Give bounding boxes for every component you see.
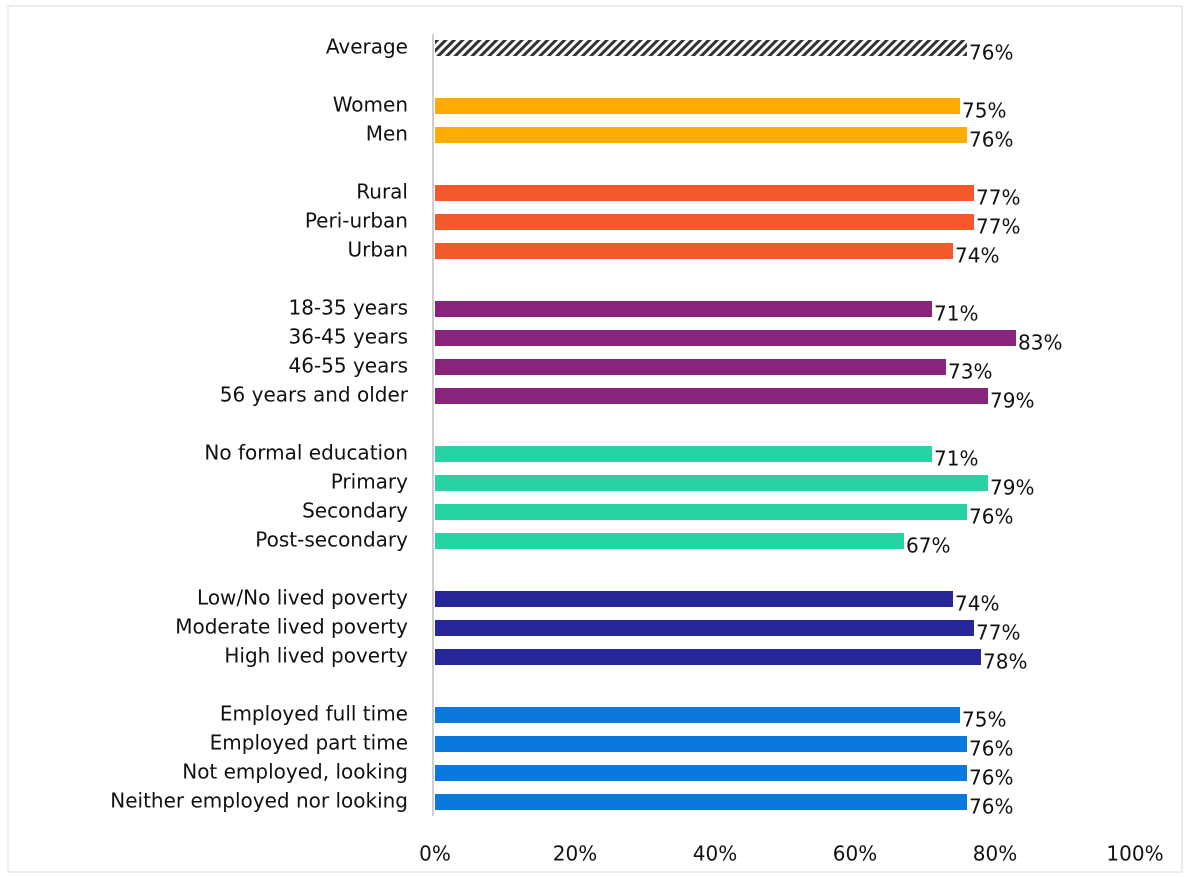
category-label: Urban [348, 238, 409, 262]
bar [435, 214, 974, 230]
value-label: 76% [969, 737, 1013, 761]
value-label: 79% [990, 389, 1034, 413]
category-label: 56 years and older [220, 383, 409, 407]
bar [435, 388, 988, 404]
category-label: Average [326, 35, 408, 59]
category-label: Employed full time [220, 702, 408, 726]
x-tick-label: 40% [693, 842, 737, 866]
bar [435, 707, 960, 723]
bar [435, 185, 974, 201]
category-label: Primary [331, 470, 408, 494]
value-label: 76% [969, 41, 1013, 65]
category-label: Neither employed nor looking [110, 789, 408, 813]
value-label: 83% [1018, 331, 1062, 355]
bar [435, 533, 904, 549]
category-label: 46-55 years [288, 354, 408, 378]
x-tick-label: 60% [833, 842, 877, 866]
bar [435, 765, 967, 781]
bar [435, 620, 974, 636]
category-label: Men [366, 122, 408, 146]
value-label: 74% [955, 244, 999, 268]
value-label: 75% [962, 708, 1006, 732]
bar [435, 504, 967, 520]
bar [435, 446, 932, 462]
category-label: Low/No lived poverty [197, 586, 408, 610]
category-label: Moderate lived poverty [175, 615, 408, 639]
value-label: 76% [969, 766, 1013, 790]
value-label: 76% [969, 128, 1013, 152]
x-tick-label: 80% [973, 842, 1017, 866]
value-label: 77% [976, 215, 1020, 239]
value-label: 79% [990, 476, 1034, 500]
category-label: Employed part time [210, 731, 408, 755]
value-label: 71% [934, 447, 978, 471]
value-label: 67% [906, 534, 950, 558]
category-label: Not employed, looking [182, 760, 408, 784]
category-label: Peri-urban [305, 209, 408, 233]
category-label: 18-35 years [288, 296, 408, 320]
bar [435, 40, 967, 56]
value-label: 74% [955, 592, 999, 616]
value-label: 78% [983, 650, 1027, 674]
category-label: Women [333, 93, 408, 117]
category-label: No formal education [204, 441, 408, 465]
bar [435, 243, 953, 259]
chart-border [7, 5, 1183, 873]
bar [435, 649, 981, 665]
bar [435, 475, 988, 491]
value-label: 73% [948, 360, 992, 384]
value-label: 77% [976, 621, 1020, 645]
category-label: Post-secondary [255, 528, 408, 552]
x-tick-label: 20% [553, 842, 597, 866]
category-label: 36-45 years [288, 325, 408, 349]
bar [435, 794, 967, 810]
category-label: Rural [356, 180, 408, 204]
bar [435, 98, 960, 114]
bar [435, 591, 953, 607]
value-label: 71% [934, 302, 978, 326]
category-label: Secondary [302, 499, 408, 523]
bar [435, 359, 946, 375]
category-label: High lived poverty [224, 644, 408, 668]
bar [435, 301, 932, 317]
bar [435, 736, 967, 752]
bar [435, 330, 1016, 346]
value-label: 77% [976, 186, 1020, 210]
value-label: 76% [969, 505, 1013, 529]
value-label: 76% [969, 795, 1013, 819]
x-tick-label: 100% [1106, 842, 1163, 866]
value-label: 75% [962, 99, 1006, 123]
x-tick-label: 0% [419, 842, 451, 866]
bar [435, 127, 967, 143]
